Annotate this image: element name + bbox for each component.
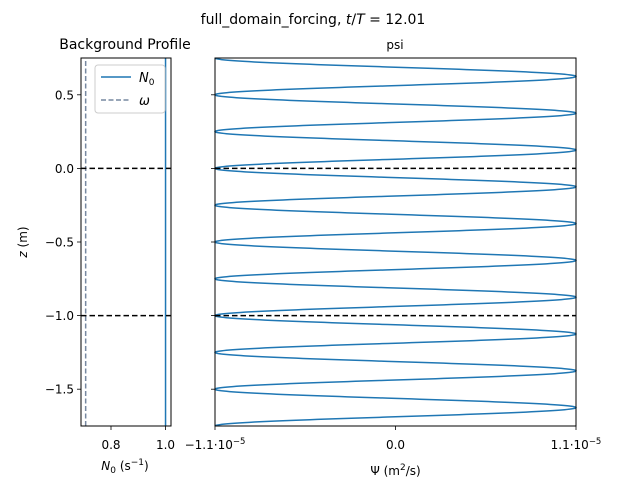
y-tick-label: 0.5: [55, 88, 74, 102]
legend-n0-label: N0: [139, 71, 155, 88]
psi-y-ticks: [211, 94, 215, 390]
background-profile-title: Background Profile: [59, 37, 191, 53]
psi-frame: [214, 57, 577, 427]
y-tick-label: −1.5: [45, 383, 74, 397]
background-profile-legend: N0 ω: [94, 64, 166, 114]
legend-omega-label: ω: [139, 94, 150, 109]
figure-suptitle: full_domain_forcing, t/T = 12.01: [201, 12, 426, 28]
y-tick-label: 0.0: [55, 162, 74, 176]
psi-x-tick-label: 1.1·10−5: [551, 437, 602, 452]
x-tick-label: 1.0: [156, 438, 175, 452]
psi-curve: [214, 57, 577, 427]
background-profile-y-label: z (m): [16, 226, 30, 258]
y-tick-label: −1.0: [45, 309, 74, 323]
background-profile-panel: Background Profile 0.5 0.0 −0.5 −1.0 −1.5 0.…: [16, 37, 191, 476]
psi-x-tick-label: 0.0: [386, 438, 405, 452]
psi-x-tick-label: −1.1·10−5: [185, 437, 246, 452]
psi-x-label: Ψ (m2/s): [370, 463, 420, 478]
legend-frame: [94, 64, 166, 114]
background-profile-x-ticks: 0.8 1.0: [101, 426, 175, 452]
psi-panel: psi −1.1·10−5 0.0 1.1·10−5 Ψ (m2/s): [185, 38, 602, 478]
y-tick-label: −0.5: [45, 236, 74, 250]
background-profile-plot-area: [81, 58, 171, 426]
x-tick-label: 0.8: [101, 438, 120, 452]
psi-plot-area: [214, 57, 577, 427]
background-profile-x-label: N0 (s−1): [101, 458, 148, 476]
background-profile-y-ticks: 0.5 0.0 −0.5 −1.0 −1.5: [45, 88, 81, 397]
psi-title: psi: [386, 38, 403, 52]
